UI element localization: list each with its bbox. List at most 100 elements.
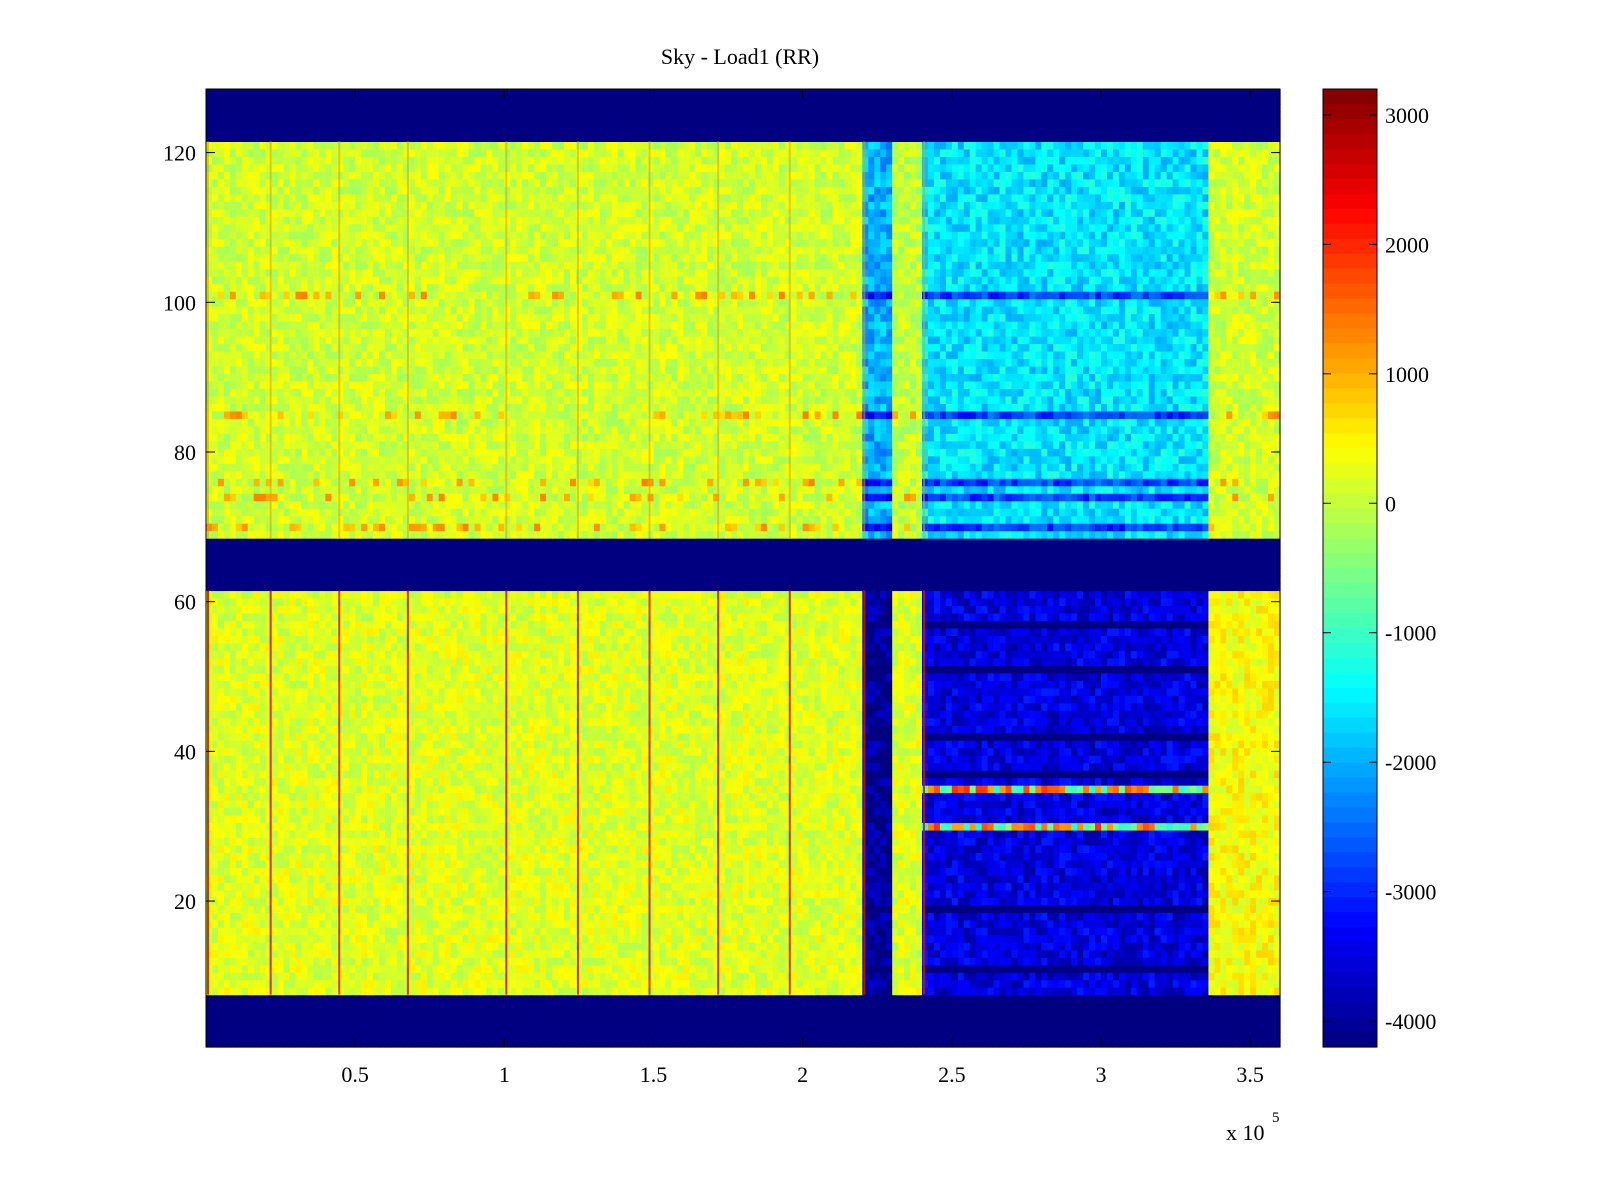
- heatmap-cell: [850, 837, 857, 846]
- heatmap-cell: [1083, 994, 1090, 1003]
- heatmap-cell: [743, 844, 750, 853]
- heatmap-cell: [671, 972, 678, 981]
- heatmap-cell: [1220, 1024, 1227, 1033]
- heatmap-cell: [975, 987, 983, 996]
- heatmap-cell: [289, 874, 297, 883]
- heatmap-cell: [838, 1024, 846, 1033]
- heatmap-cell: [737, 1017, 744, 1026]
- heatmap-cell: [474, 889, 482, 898]
- heatmap-cell: [313, 1017, 320, 1026]
- heatmap-cell: [981, 912, 989, 921]
- heatmap-cell: [629, 1002, 637, 1011]
- heatmap-cell: [1250, 979, 1257, 988]
- heatmap-cell: [558, 852, 565, 861]
- heatmap-cell: [790, 994, 798, 1003]
- heatmap-cell: [772, 1002, 780, 1011]
- heatmap-cell: [677, 964, 684, 973]
- heatmap-cell: [1095, 987, 1102, 996]
- heatmap-cell: [695, 942, 702, 951]
- heatmap-cell: [617, 904, 625, 913]
- heatmap-cell: [933, 837, 941, 846]
- heatmap-cell: [1232, 859, 1239, 868]
- heatmap-cell: [552, 972, 559, 981]
- heatmap-cell: [241, 889, 249, 898]
- heatmap-cell: [880, 934, 887, 943]
- heatmap-cell: [659, 912, 667, 921]
- heatmap-cell: [1274, 889, 1281, 898]
- heatmap-cell: [426, 889, 434, 898]
- heatmap-cell: [701, 867, 708, 876]
- heatmap-cell: [450, 1017, 458, 1026]
- heatmap-cell: [414, 1002, 422, 1011]
- heatmap-cell: [1101, 859, 1108, 868]
- heatmap-cell: [731, 859, 738, 868]
- heatmap-cell: [325, 1039, 332, 1048]
- heatmap-cell: [927, 889, 935, 898]
- heatmap-cell: [856, 1002, 863, 1011]
- heatmap-cell: [1160, 919, 1168, 928]
- heatmap-cell: [981, 874, 989, 883]
- heatmap-cell: [432, 897, 440, 906]
- heatmap-cell: [546, 934, 553, 943]
- heatmap-cell: [748, 1032, 756, 1041]
- heatmap-cell: [247, 1024, 255, 1033]
- heatmap-cell: [1023, 1024, 1030, 1033]
- heatmap-cell: [695, 927, 702, 936]
- heatmap-cell: [217, 949, 225, 958]
- heatmap-cell: [784, 1002, 792, 1011]
- heatmap-cell: [605, 874, 613, 883]
- heatmap-cell: [748, 859, 756, 868]
- heatmap-cell: [1256, 1024, 1263, 1033]
- heatmap-cell: [474, 837, 482, 846]
- heatmap-cell: [963, 994, 971, 1003]
- heatmap-cell: [844, 949, 851, 958]
- heatmap-cell: [617, 987, 625, 996]
- heatmap-cell: [307, 874, 314, 883]
- heatmap-cell: [492, 1002, 499, 1011]
- heatmap-cell: [939, 904, 947, 913]
- heatmap-cell: [1023, 987, 1030, 996]
- heatmap-cell: [241, 852, 249, 861]
- heatmap-cell: [838, 1002, 846, 1011]
- heatmap-cell: [540, 904, 547, 913]
- heatmap-cell: [217, 837, 225, 846]
- heatmap-cell: [575, 844, 583, 853]
- heatmap-cell: [731, 844, 738, 853]
- heatmap-cell: [1005, 889, 1013, 898]
- heatmap-cell: [1172, 874, 1180, 883]
- heatmap-cell: [766, 942, 774, 951]
- heatmap-cell: [337, 927, 344, 936]
- heatmap-cell: [939, 912, 947, 921]
- heatmap-cell: [933, 1002, 941, 1011]
- heatmap-cell: [898, 1032, 905, 1041]
- heatmap-cell: [593, 882, 601, 891]
- heatmap-cell: [784, 889, 792, 898]
- heatmap-cell: [814, 852, 822, 861]
- heatmap-cell: [522, 964, 529, 973]
- heatmap-cell: [343, 972, 350, 981]
- heatmap-cell: [850, 852, 857, 861]
- heatmap-cell: [229, 837, 237, 846]
- heatmap-cell: [880, 987, 887, 996]
- heatmap-cell: [737, 942, 744, 951]
- heatmap-cell: [1184, 1017, 1192, 1026]
- heatmap-cell: [1035, 859, 1042, 868]
- heatmap-cell: [665, 1039, 672, 1048]
- heatmap-cell: [438, 934, 446, 943]
- heatmap-cell: [301, 972, 309, 981]
- heatmap-cell: [790, 852, 798, 861]
- heatmap-cell: [1220, 1039, 1227, 1048]
- heatmap-cell: [617, 979, 625, 988]
- heatmap-cell: [575, 1032, 583, 1041]
- heatmap-cell: [1208, 867, 1215, 876]
- heatmap-cell: [522, 912, 529, 921]
- heatmap-cell: [981, 987, 989, 996]
- heatmap-cell: [522, 994, 529, 1003]
- heatmap-cell: [259, 1039, 267, 1048]
- heatmap-cell: [808, 874, 816, 883]
- heatmap-cell: [892, 897, 899, 906]
- heatmap-cell: [1268, 1009, 1275, 1018]
- heatmap-cell: [754, 882, 762, 891]
- heatmap-cell: [456, 927, 464, 936]
- heatmap-cell: [498, 934, 505, 943]
